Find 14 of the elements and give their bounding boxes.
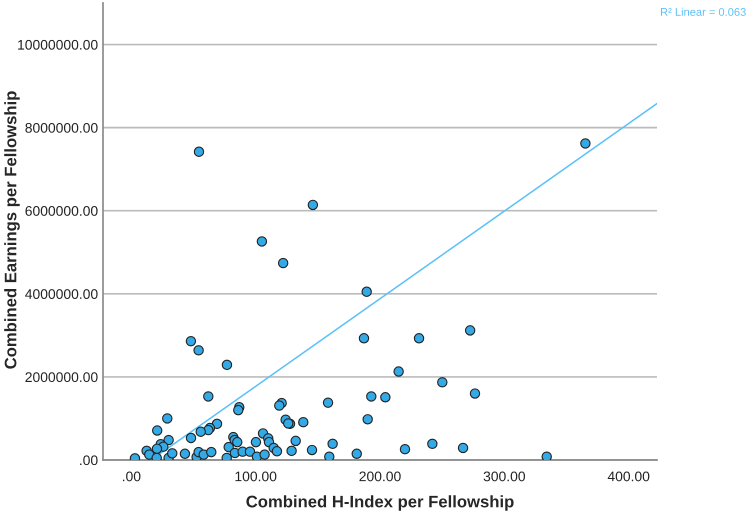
x-tick-label: 300.00 [484,471,526,482]
x-tick-label: 400.00 [608,471,650,482]
y-tick-label: .00 [80,455,98,466]
y-tick-label: 4000000.00 [25,289,98,299]
y-tick-label: 8000000.00 [25,122,98,133]
x-tick-label: 100.00 [235,471,276,482]
x-tick-label: 200.00 [359,471,401,482]
y-tick-label: 6000000.00 [25,206,98,216]
y-tick-label: 2000000.00 [25,372,98,382]
text: R² Linear = 0.063 [661,8,746,16]
y-axis-title: Combined Earnings per Fellowship [4,91,20,369]
x-axis-title: Combined H-Index per Fellowship [246,495,514,511]
y-tick-label: 10000000.00 [18,40,98,50]
x-tick-label: .00 [122,471,140,482]
